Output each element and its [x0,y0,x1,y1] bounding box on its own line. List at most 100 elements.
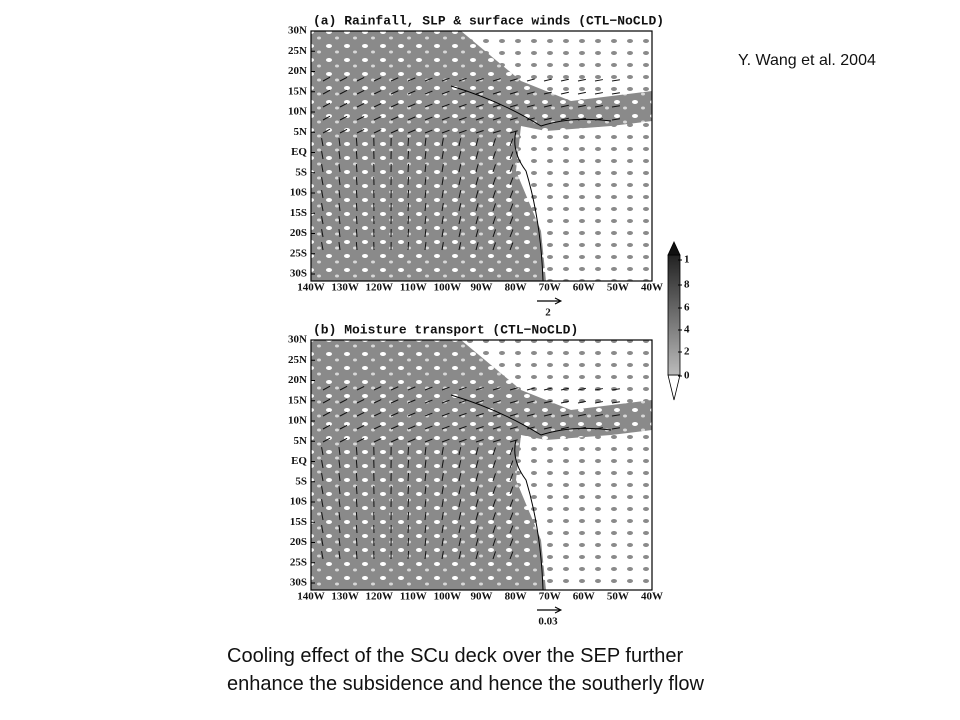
wind-arrow [543,104,552,108]
wind-arrow [424,228,427,238]
wind-arrow [355,150,358,160]
wind-arrow [492,117,501,121]
wind-arrow [611,414,620,417]
wind-arrow [441,77,450,82]
wind-arrow [322,115,331,121]
wind-arrow [373,386,382,391]
wind-arrow [458,460,462,469]
wind-arrow [526,400,535,404]
wind-arrow [458,164,462,173]
wind-arrow [339,385,348,391]
wind-arrow [355,189,358,199]
wind-arrow [355,137,358,147]
lat-label: 25N [288,45,307,57]
lon-label: 130W [331,591,359,603]
wind-arrow [424,425,433,430]
wind-arrow [339,102,348,108]
wind-arrow [390,103,399,108]
wind-arrow [373,425,382,430]
wind-arrow [441,138,444,147]
lon-label: 60W [573,282,595,294]
wind-arrow [407,425,416,430]
wind-arrow [492,512,496,521]
wind-arrow [492,486,496,495]
wind-arrow [475,130,484,134]
lat-label: EQ [291,455,307,467]
wind-arrow [321,190,324,199]
wind-arrow [509,460,514,469]
wind-arrow [492,525,496,534]
wind-arrow [390,386,399,391]
wind-arrow [441,177,444,186]
wind-arrow [475,91,484,95]
wind-arrow [373,438,382,443]
wind-arrow [441,216,444,225]
wind-arrow [475,138,479,147]
wind-arrow [424,412,433,417]
wind-arrow [355,498,358,508]
wind-arrow [492,203,496,212]
wind-arrow [390,412,399,417]
wind-arrow [509,117,518,121]
lat-label: 25S [290,556,307,568]
lon-label: 50W [607,282,629,294]
wind-arrow [321,164,324,173]
wind-arrow [407,103,416,108]
wind-arrow [338,486,341,495]
colorbar-label: 4 [684,324,690,336]
wind-arrow [441,103,450,108]
wind-arrow [390,425,399,430]
colorbar-label: 1 [684,254,690,266]
wind-arrow [509,387,518,391]
wind-arrow [355,511,358,521]
lon-label: 140W [297,282,325,294]
wind-arrow [373,77,382,82]
wind-arrow [594,388,603,391]
wind-arrow [355,241,358,251]
colorbar-label: 8 [684,279,690,291]
wind-arrow [321,460,324,469]
wind-arrow [338,538,341,547]
land-region [516,121,652,281]
colorbar-label: 6 [684,302,690,314]
wind-arrow [373,129,382,134]
wind-arrow [322,437,331,443]
wind-arrow [543,78,552,82]
wind-arrow [407,77,416,82]
wind-arrow [321,177,324,186]
wind-arrow [475,104,484,108]
wind-arrow [339,115,348,121]
wind-arrow [492,216,496,225]
wind-arrow [458,499,462,508]
wind-arrow [441,447,444,456]
wind-arrow [560,400,569,404]
wind-arrow [458,242,462,251]
wind-arrow [475,525,479,534]
wind-arrow [509,190,514,199]
wind-arrow [373,399,382,404]
wind-arrow [338,203,341,212]
wind-arrow [356,386,365,391]
wind-arrow [390,399,399,404]
wind-arrow [458,538,462,547]
wind-arrow [492,387,501,391]
wind-arrow [526,91,535,95]
lon-label: 70W [539,591,561,603]
wind-arrow [475,164,479,173]
wind-arrow [509,499,514,508]
lon-label: 120W [365,591,393,603]
wind-arrow [594,414,603,417]
wind-arrow [475,486,479,495]
wind-arrow [356,412,365,417]
wind-arrow [355,459,358,469]
wind-arrow [458,190,462,199]
panel-title: (a) Rainfall, SLP & surface winds (CTL−N… [313,13,664,28]
wind-arrow [407,446,410,456]
map-frame [310,30,653,282]
lon-label: 110W [400,591,427,603]
scale-arrowhead [554,606,563,614]
wind-arrow [509,130,518,134]
wind-arrow [424,537,427,547]
wind-arrow [509,91,518,95]
wind-arrow [338,460,341,469]
